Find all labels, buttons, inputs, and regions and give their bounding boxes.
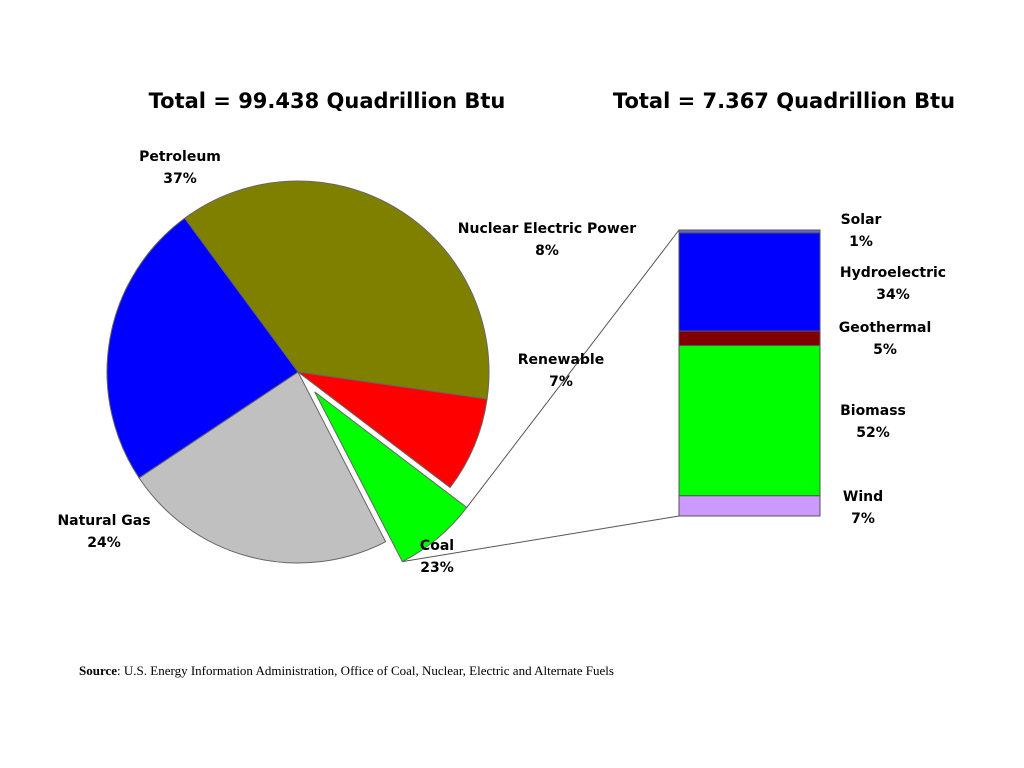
bar-segment-hydroelectric (678, 232, 821, 332)
pie-value-natural-gas: 24% (87, 535, 121, 551)
bar-value-wind: 7% (851, 511, 875, 527)
pie-value-coal: 23% (420, 560, 454, 576)
pie-labels: Petroleum 37% Nuclear Electric Power 8% Rene… (57, 149, 636, 576)
connector-line-top (466, 229, 680, 508)
bar-label-hydroelectric: Hydroelectric (840, 265, 946, 281)
pie-slice-petroleum (183, 180, 490, 400)
pie-label-renewable: Renewable (518, 352, 604, 368)
pie-label-petroleum: Petroleum (139, 149, 221, 165)
pie-value-renewable: 7% (549, 374, 573, 390)
pie-label-coal: Coal (420, 538, 454, 554)
bar-value-solar: 1% (849, 234, 873, 250)
bar-label-wind: Wind (843, 489, 883, 505)
bar-segment-wind (678, 495, 821, 517)
stacked-bar-chart (678, 229, 821, 517)
bar-label-biomass: Biomass (840, 403, 906, 419)
connector-lines (402, 229, 680, 563)
pie-value-nuclear-electric-power: 8% (535, 243, 559, 259)
pie-label-natural-gas: Natural Gas (57, 513, 150, 529)
pie-slice-nuclear-electric-power (296, 371, 488, 489)
bar-value-hydroelectric: 34% (876, 287, 910, 303)
bar-labels: Solar 1% Hydroelectric 34% Geothermal 5% Bioma… (839, 212, 946, 527)
bar-value-geothermal: 5% (873, 342, 897, 358)
pie-chart-title: Total = 99.438 Quadrillion Btu (149, 89, 506, 113)
source-note: Source: U.S. Energy Information Administ… (79, 663, 614, 679)
pie-slice-natural-gas (106, 217, 299, 479)
pie-chart (106, 180, 490, 564)
bar-segment-geothermal (678, 330, 821, 347)
source-text: : U.S. Energy Information Administration… (117, 663, 614, 678)
bar-segment-biomass (678, 345, 821, 497)
bar-chart-title: Total = 7.367 Quadrillion Btu (613, 89, 955, 113)
bar-label-solar: Solar (841, 212, 882, 228)
source-label: Source (79, 663, 118, 678)
pie-label-nuclear-electric-power: Nuclear Electric Power (458, 221, 637, 237)
bar-label-geothermal: Geothermal (839, 320, 932, 336)
pie-slice-coal (138, 371, 387, 564)
connector-line-bottom (402, 515, 680, 563)
pie-value-petroleum: 37% (163, 171, 197, 187)
bar-value-biomass: 52% (856, 425, 890, 441)
